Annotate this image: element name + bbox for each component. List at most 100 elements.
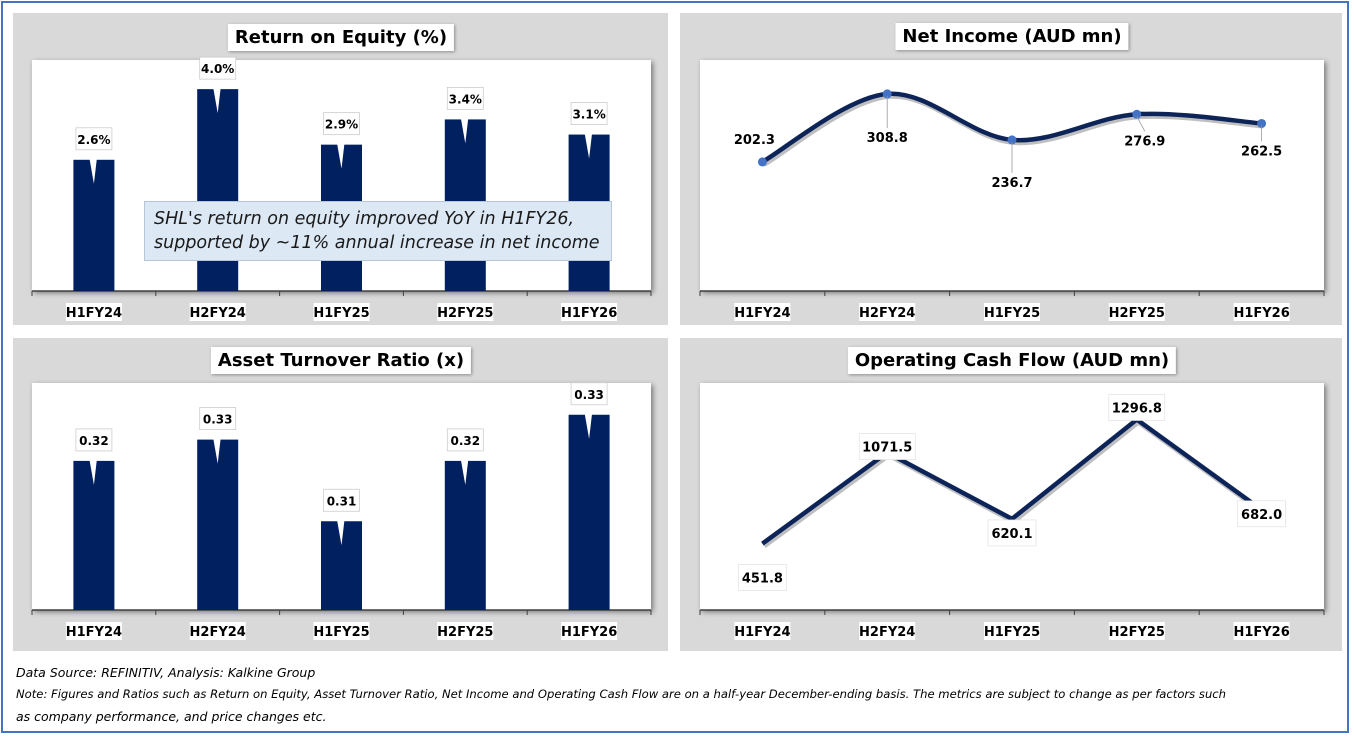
- data-label-pointer: [459, 109, 470, 144]
- tick-label-bg: [984, 303, 1040, 321]
- data-label: 682.0: [1241, 508, 1282, 523]
- x-tick-label: H1FY26: [1233, 625, 1289, 640]
- net-income-panel: Net Income (AUD mn) H1FY24 H2FY24 H1FY25 H2…: [680, 13, 1342, 325]
- tick-label-bg: [189, 303, 246, 321]
- tick-label-bg: [313, 622, 370, 640]
- ocf-plot-area: [700, 383, 1324, 610]
- tick-label-bg: [1108, 622, 1165, 640]
- tick-label-bg: [1233, 622, 1290, 640]
- data-label-pointer: [211, 429, 222, 464]
- data-label-box: [75, 127, 113, 151]
- data-label: 2.9%: [325, 118, 358, 132]
- data-label-pointer: [87, 450, 98, 485]
- bar: [73, 460, 115, 610]
- operating-cash-flow-panel: Operating Cash Flow (AUD mn) H1FY24 H2FY2…: [680, 338, 1342, 651]
- tick-label-bg: [734, 303, 791, 321]
- x-tick-label: H1FY24: [66, 306, 122, 321]
- x-tick-label: H2FY25: [437, 306, 493, 321]
- data-point: [1257, 118, 1267, 128]
- data-label: 262.5: [1241, 144, 1282, 159]
- data-label: 236.7: [991, 176, 1032, 191]
- ocf-chart: H1FY24 H2FY24 H1FY25 H2FY25 H1FY26 451.8 1071.…: [699, 394, 1325, 640]
- note-text-line-2: as company performance, and price change…: [16, 709, 327, 724]
- x-tick-label: H1FY25: [984, 625, 1040, 640]
- data-label: 620.1: [991, 527, 1032, 542]
- roe-panel: Return on Equity (%) H1FY24 H2FY24 H1FY25 H…: [13, 13, 668, 325]
- data-point: [1007, 135, 1017, 145]
- data-label-box: [446, 87, 484, 110]
- x-tick-label: H1FY26: [561, 306, 617, 321]
- tick-label-bg: [734, 622, 791, 640]
- x-tick-label: H2FY25: [1109, 306, 1165, 321]
- data-point: [882, 89, 892, 99]
- data-label-box: [570, 102, 608, 125]
- roe-chart: H1FY24 H2FY24 H1FY25 H2FY25 H1FY26 2.6% 4.0% 2.…: [31, 56, 652, 321]
- data-label: 0.33: [203, 413, 233, 427]
- leader-line: [1136, 116, 1146, 132]
- data-label-pointer: [335, 511, 346, 546]
- data-label-pointer: [583, 124, 594, 159]
- data-label-box: [987, 519, 1037, 547]
- x-tick-label: H2FY25: [1109, 625, 1165, 640]
- note-text-line-1: Note: Figures and Ratios such as Return …: [16, 687, 1227, 701]
- net-income-plot-area: [700, 60, 1324, 291]
- data-source-text: Data Source: REFINITIV, Analysis: Kalkin…: [16, 665, 316, 680]
- data-label: 0.31: [327, 494, 357, 508]
- tick-label-bg: [1108, 303, 1165, 321]
- data-label: 1296.8: [1112, 402, 1162, 417]
- tick-label-bg: [859, 303, 916, 321]
- data-label-box: [858, 433, 916, 460]
- tick-label-bg: [189, 622, 246, 640]
- x-tick-label: H2FY25: [437, 625, 493, 640]
- roe-annotation-line-2: supported by ~11% annual increase in net…: [154, 233, 600, 253]
- tick-label-bg: [437, 622, 494, 640]
- data-label-box: [199, 56, 237, 80]
- tick-label-bg: [65, 303, 122, 321]
- tick-label-bg: [984, 622, 1040, 640]
- data-label-pointer: [459, 450, 470, 485]
- x-tick-label: H1FY26: [561, 625, 617, 640]
- data-label: 2.6%: [77, 133, 110, 147]
- data-label-box: [323, 488, 360, 512]
- tick-label-bg: [65, 622, 122, 640]
- data-label-box: [75, 428, 113, 452]
- x-tick-label: H1FY24: [734, 625, 790, 640]
- data-label-pointer: [335, 134, 346, 169]
- roe-chart-title: Return on Equity (%): [227, 24, 455, 51]
- net-income-chart: H1FY24 H2FY24 H1FY25 H2FY25 H1FY26 202.3 308.8…: [699, 89, 1325, 321]
- x-tick-label: H2FY24: [859, 625, 915, 640]
- data-label-box: [446, 428, 484, 452]
- tick-label-bg: [437, 303, 494, 321]
- data-label-box: [570, 382, 608, 406]
- data-label: 202.3: [734, 133, 775, 148]
- tick-label-bg: [1233, 303, 1290, 321]
- data-label-box: [199, 407, 237, 430]
- data-label-pointer: [87, 149, 98, 184]
- x-tick-label: H1FY24: [66, 625, 122, 640]
- data-label: 1071.5: [862, 441, 912, 456]
- data-label-pointer: [583, 404, 594, 439]
- series-line: [761, 417, 1263, 546]
- x-tick-label: H2FY24: [859, 306, 915, 321]
- x-tick-label: H1FY25: [313, 625, 369, 640]
- data-label-pointer: [211, 79, 222, 114]
- x-tick-label: H1FY25: [984, 306, 1040, 321]
- roe-annotation-line-1: SHL's return on equity improved YoY in H…: [154, 209, 575, 229]
- data-label-box: [738, 564, 787, 591]
- x-tick-label: H1FY26: [1233, 306, 1289, 321]
- data-label-box: [1108, 394, 1166, 421]
- net-income-chart-title: Net Income (AUD mn): [895, 23, 1129, 50]
- data-label: 3.4%: [449, 92, 482, 106]
- tick-label-bg: [859, 622, 916, 640]
- data-label: 0.32: [79, 434, 109, 448]
- data-label: 308.8: [867, 131, 908, 146]
- x-tick-label: H1FY24: [734, 306, 790, 321]
- data-label: 4.0%: [201, 62, 234, 76]
- asset-turnover-panel: Asset Turnover Ratio (x) H1FY24 H2FY24 H1F…: [13, 338, 668, 651]
- roe-annotation-callout: SHL's return on equity improved YoY in H…: [144, 201, 612, 261]
- data-point: [757, 157, 767, 167]
- bar: [444, 460, 486, 610]
- x-tick-label: H1FY25: [313, 306, 369, 321]
- data-label: 451.8: [742, 572, 783, 587]
